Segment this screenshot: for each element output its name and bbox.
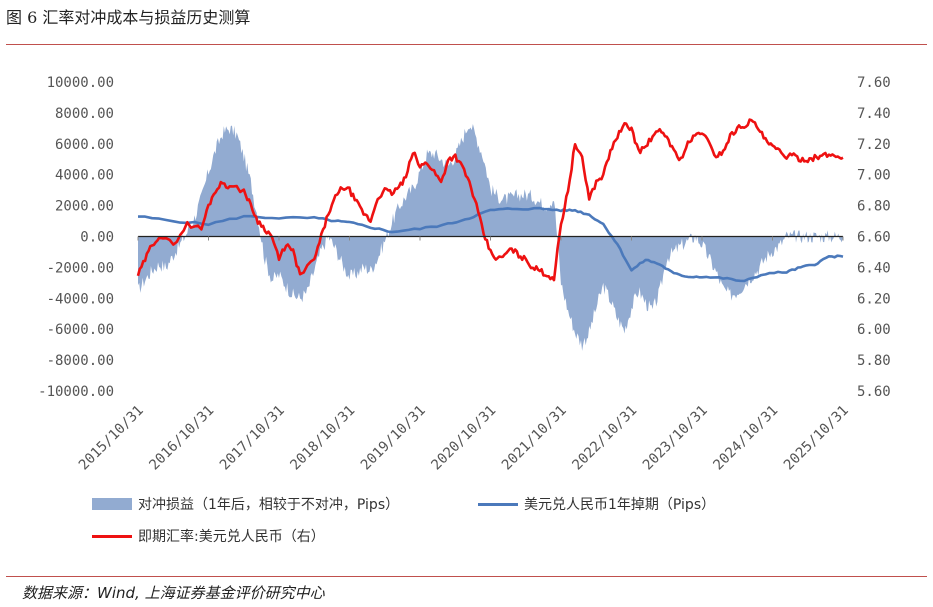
x-tick-label: 2024/10/31 — [710, 403, 781, 474]
x-tick-label: 2017/10/31 — [217, 403, 288, 474]
x-tick-label: 2025/10/31 — [781, 403, 852, 474]
legend-swatch-area — [92, 498, 132, 510]
spot-rate-line — [136, 118, 844, 282]
y-right-tick-label: 5.60 — [857, 384, 891, 400]
y-left-tick-label: 0.00 — [80, 230, 114, 246]
legend-label-spot: 即期汇率:美元兑人民币（右） — [138, 529, 325, 545]
swap-points-line — [138, 206, 844, 283]
y-right-tick-label: 6.00 — [857, 322, 891, 338]
data-source: 数据来源：Wind, 上海证券基金评价研究中心 — [22, 584, 325, 602]
y-left-tick-label: -6000.00 — [47, 322, 114, 338]
legend-label-swap: 美元兑人民币1年掉期（Pips） — [524, 497, 716, 513]
y-right-tick-label: 5.80 — [857, 353, 891, 369]
y-left-tick-label: -2000.00 — [47, 260, 114, 276]
legend-item-swap: 美元兑人民币1年掉期（Pips） — [478, 494, 715, 514]
y-left-tick-label: 10000.00 — [47, 75, 114, 91]
x-tick-label: 2022/10/31 — [569, 403, 640, 474]
figure-title: 图 6 汇率对冲成本与损益历史测算 — [6, 8, 251, 27]
y-left-tick-label: -10000.00 — [38, 384, 114, 400]
y-left-tick-label: 6000.00 — [55, 137, 114, 153]
x-tick-label: 2019/10/31 — [358, 403, 429, 474]
legend-swatch-red — [92, 534, 132, 538]
legend-label-hedge-pnl: 对冲损益（1年后，相较于不对冲，Pips） — [138, 497, 400, 513]
x-tick-label: 2020/10/31 — [428, 403, 499, 474]
legend-item-hedge-pnl: 对冲损益（1年后，相较于不对冲，Pips） — [92, 494, 399, 514]
x-tick-label: 2016/10/31 — [146, 403, 217, 474]
legend-swatch-blue — [478, 502, 518, 506]
y-right-tick-label: 7.60 — [857, 75, 891, 91]
y-right-tick-label: 6.80 — [857, 199, 891, 215]
y-right-tick-label: 7.20 — [857, 137, 891, 153]
y-left-tick-label: -4000.00 — [47, 291, 114, 307]
y-right-tick-label: 6.60 — [857, 230, 891, 246]
title-divider — [6, 44, 927, 45]
x-tick-label: 2015/10/31 — [76, 403, 147, 474]
x-tick-label: 2021/10/31 — [499, 403, 570, 474]
x-tick-label: 2023/10/31 — [640, 403, 711, 474]
y-left-tick-label: -8000.00 — [47, 353, 114, 369]
x-tick-label: 2018/10/31 — [287, 403, 358, 474]
y-right-tick-label: 7.00 — [857, 168, 891, 184]
y-right-tick-label: 6.40 — [857, 260, 891, 276]
y-left-tick-label: 4000.00 — [55, 168, 114, 184]
y-right-tick-label: 6.20 — [857, 291, 891, 307]
source-divider — [6, 576, 927, 577]
y-left-tick-label: 8000.00 — [55, 106, 114, 122]
y-left-tick-label: 2000.00 — [55, 199, 114, 215]
legend-item-spot: 即期汇率:美元兑人民币（右） — [92, 526, 325, 546]
combo-chart: 10000.00 8000.00 6000.00 4000.00 2000.00 0.00… — [38, 75, 891, 474]
y-right-tick-label: 7.40 — [857, 106, 891, 122]
